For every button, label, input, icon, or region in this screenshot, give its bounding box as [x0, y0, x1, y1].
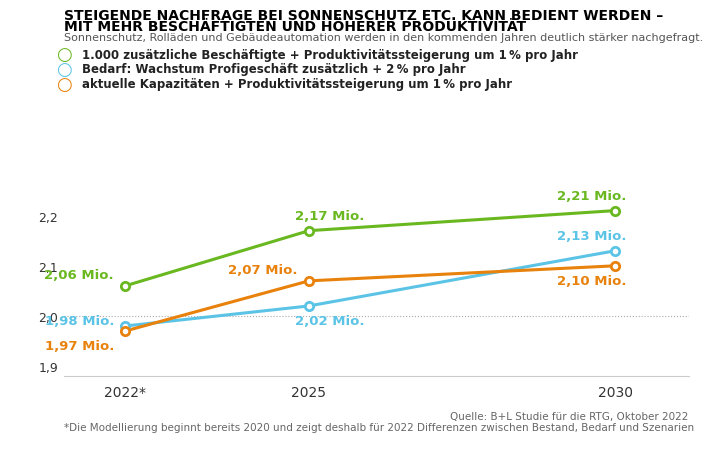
Text: ○: ○ [56, 75, 72, 94]
Text: 1.000 zusätzliche Beschäftigte + Produktivitätssteigerung um 1 % pro Jahr: 1.000 zusätzliche Beschäftigte + Produkt… [82, 49, 578, 62]
Text: Quelle: B+L Studie für die RTG, Oktober 2022: Quelle: B+L Studie für die RTG, Oktober … [450, 411, 689, 421]
Text: 2,07 Mio.: 2,07 Mio. [229, 263, 297, 277]
Text: 1,98 Mio.: 1,98 Mio. [45, 314, 114, 327]
Text: Bedarf: Wachstum Profigeschäft zusätzlich + 2 % pro Jahr: Bedarf: Wachstum Profigeschäft zusätzlic… [82, 63, 465, 76]
Text: aktuelle Kapazitäten + Produktivitätssteigerung um 1 % pro Jahr: aktuelle Kapazitäten + Produktivitätsste… [82, 78, 512, 91]
Text: 2,21 Mio.: 2,21 Mio. [557, 190, 626, 203]
Text: Sonnenschutz, Rolläden und Gebäudeautomation werden in den kommenden Jahren deut: Sonnenschutz, Rolläden und Gebäudeautoma… [64, 33, 703, 43]
Text: ○: ○ [56, 46, 72, 64]
Text: 2,06 Mio.: 2,06 Mio. [45, 269, 114, 282]
Text: ○: ○ [56, 61, 72, 79]
Text: 1,97 Mio.: 1,97 Mio. [45, 340, 114, 353]
Text: 2,02 Mio.: 2,02 Mio. [295, 314, 364, 328]
Text: 2,10 Mio.: 2,10 Mio. [557, 274, 626, 287]
Text: 2,13 Mio.: 2,13 Mio. [557, 230, 626, 243]
Text: STEIGENDE NACHFRAGE BEI SONNENSCHUTZ ETC. KANN BEDIENT WERDEN –: STEIGENDE NACHFRAGE BEI SONNENSCHUTZ ETC… [64, 9, 663, 23]
Text: 2,17 Mio.: 2,17 Mio. [295, 210, 364, 223]
Text: MIT MEHR BESCHÄFTIGTEN UND HÖHERER PRODUKTIVITÄT: MIT MEHR BESCHÄFTIGTEN UND HÖHERER PRODU… [64, 20, 526, 34]
Text: *Die Modellierung beginnt bereits 2020 und zeigt deshalb für 2022 Differenzen zw: *Die Modellierung beginnt bereits 2020 u… [64, 422, 694, 432]
